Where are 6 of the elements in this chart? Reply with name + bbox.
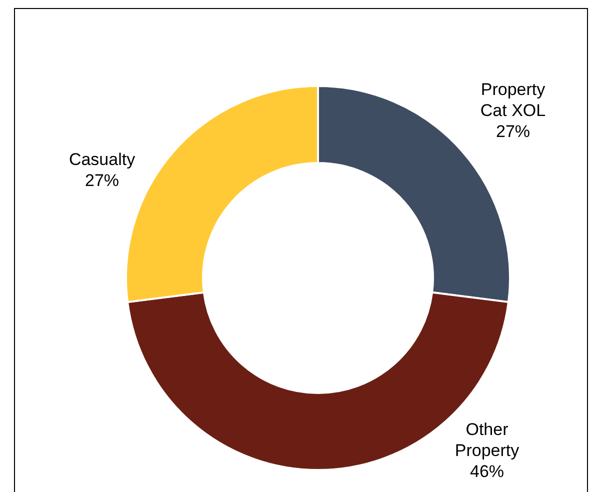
data-label: 27% [496, 122, 530, 141]
slice-label: Property Cat XOL [480, 80, 546, 120]
data-label: 46% [470, 462, 504, 481]
slice-label: Other Property [454, 420, 520, 460]
data-label: 27% [84, 171, 120, 190]
slice-label: Casualty [68, 150, 136, 169]
